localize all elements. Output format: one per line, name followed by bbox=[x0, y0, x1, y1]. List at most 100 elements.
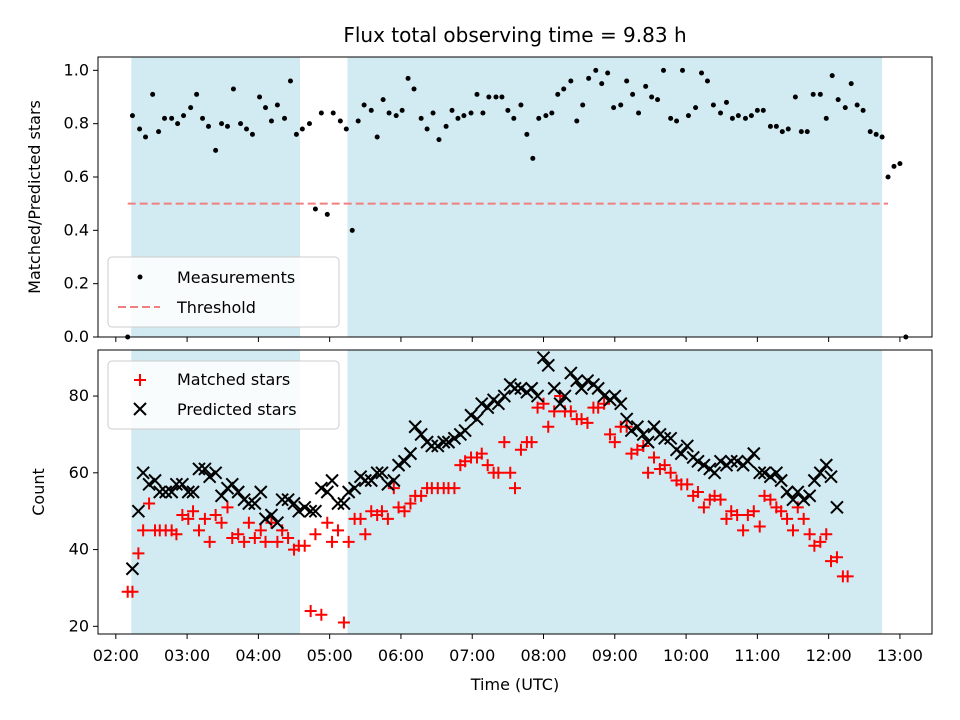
data-point bbox=[561, 86, 567, 92]
data-point bbox=[891, 163, 897, 169]
observing-interval bbox=[347, 57, 883, 337]
data-point bbox=[581, 416, 594, 429]
data-point bbox=[254, 485, 268, 499]
data-point bbox=[570, 373, 584, 388]
data-point bbox=[150, 91, 156, 97]
data-point bbox=[397, 454, 412, 469]
data-point bbox=[549, 110, 555, 116]
data-point bbox=[287, 496, 301, 511]
data-point bbox=[337, 496, 351, 511]
data-point bbox=[624, 78, 630, 84]
data-point bbox=[275, 492, 289, 507]
data-point bbox=[599, 81, 605, 87]
data-point bbox=[312, 206, 318, 212]
data-point bbox=[787, 524, 799, 537]
data-point bbox=[430, 110, 436, 116]
data-point bbox=[674, 446, 689, 461]
data-point bbox=[474, 91, 480, 97]
x-tick-label: 11:00 bbox=[734, 646, 780, 665]
data-point bbox=[697, 501, 710, 514]
data-point bbox=[287, 78, 293, 84]
legend-marker-measurements bbox=[137, 274, 143, 280]
matched-stars-points bbox=[121, 390, 854, 629]
data-point bbox=[724, 454, 738, 469]
data-point bbox=[693, 105, 699, 111]
data-point bbox=[270, 515, 285, 530]
data-point bbox=[304, 604, 317, 617]
data-point bbox=[764, 493, 777, 506]
data-point bbox=[647, 420, 661, 434]
chart-title: Flux total observing time = 9.83 h bbox=[343, 23, 686, 47]
data-point bbox=[879, 134, 885, 140]
data-point bbox=[558, 389, 572, 403]
data-point bbox=[553, 397, 567, 411]
panel-counts-legend: Matched stars Predicted stars bbox=[107, 360, 340, 430]
data-point bbox=[358, 473, 373, 488]
data-point bbox=[797, 512, 810, 525]
data-point bbox=[414, 427, 428, 442]
data-point bbox=[387, 482, 400, 495]
data-point bbox=[265, 516, 278, 529]
data-point bbox=[509, 482, 521, 495]
data-point bbox=[810, 91, 816, 97]
data-point bbox=[461, 113, 467, 119]
data-point bbox=[129, 113, 135, 119]
data-point bbox=[791, 485, 805, 499]
x-tick-label: 12:00 bbox=[806, 646, 852, 665]
data-point bbox=[564, 366, 578, 380]
data-point bbox=[624, 423, 639, 438]
legend-marker-matched bbox=[134, 374, 146, 386]
y-tick-label: 0.2 bbox=[64, 274, 89, 293]
data-point bbox=[186, 485, 200, 499]
panel-ratio-y-ticks: 0.0 0.2 0.4 0.6 0.8 1.0 bbox=[64, 60, 98, 346]
legend-label-measurements: Measurements bbox=[177, 268, 295, 287]
data-point bbox=[209, 509, 222, 522]
data-point bbox=[192, 462, 206, 476]
data-point bbox=[159, 485, 173, 499]
data-point bbox=[780, 485, 794, 499]
data-point bbox=[415, 489, 428, 502]
data-point bbox=[781, 512, 794, 525]
data-point bbox=[259, 535, 272, 548]
data-point bbox=[475, 397, 489, 411]
data-point bbox=[337, 616, 350, 629]
data-point bbox=[298, 539, 311, 552]
y-tick-label: 60 bbox=[69, 463, 89, 482]
panel-ratio-legend: Measurements Threshold bbox=[107, 256, 340, 328]
data-point bbox=[785, 126, 791, 132]
y-tick-label: 0.4 bbox=[64, 220, 89, 239]
data-point bbox=[203, 535, 216, 548]
data-point bbox=[718, 110, 724, 116]
data-point bbox=[342, 535, 355, 548]
y-tick-label: 0.0 bbox=[64, 327, 89, 346]
data-point bbox=[802, 489, 817, 503]
data-point bbox=[188, 105, 194, 111]
data-point bbox=[143, 497, 156, 510]
data-point bbox=[798, 129, 804, 135]
data-point bbox=[491, 397, 506, 411]
data-point bbox=[205, 123, 211, 129]
data-point bbox=[642, 466, 655, 479]
x-tick-label: 03:00 bbox=[164, 646, 210, 665]
data-point bbox=[753, 520, 766, 533]
y-tick-label: 80 bbox=[69, 386, 89, 405]
data-point bbox=[425, 439, 439, 453]
data-point bbox=[807, 473, 822, 488]
data-point bbox=[326, 535, 339, 548]
data-point bbox=[641, 435, 655, 449]
data-point bbox=[648, 451, 660, 464]
data-point bbox=[192, 524, 205, 537]
x-tick-label: 04:00 bbox=[235, 646, 281, 665]
data-point bbox=[214, 489, 229, 503]
data-point bbox=[830, 551, 843, 564]
data-point bbox=[314, 481, 329, 495]
data-point bbox=[514, 443, 527, 456]
data-point bbox=[657, 431, 672, 445]
data-point bbox=[303, 504, 318, 518]
x-tick-label: 13:00 bbox=[877, 646, 923, 665]
panel-counts-y-ticks: 20 40 60 80 bbox=[69, 386, 98, 635]
data-point bbox=[464, 408, 478, 422]
data-point bbox=[548, 405, 561, 418]
data-point bbox=[282, 532, 295, 545]
data-point bbox=[324, 211, 330, 217]
